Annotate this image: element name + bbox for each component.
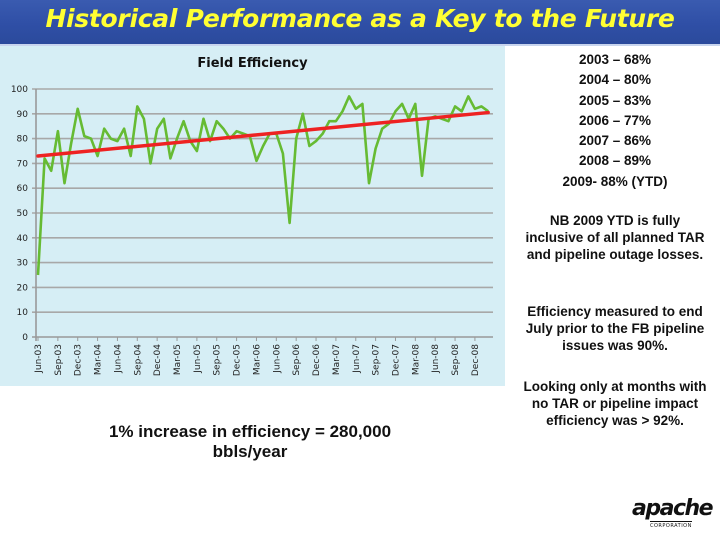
x-tick-label: Dec-07 <box>391 344 401 376</box>
logo-subtext: CORPORATION <box>650 521 692 529</box>
x-tick-label: Sep-05 <box>213 344 223 376</box>
x-tick-label: Jun-08 <box>431 344 441 374</box>
year-item: 2003 – 68% <box>578 52 652 67</box>
y-tick-label: 100 <box>11 85 28 95</box>
chart-container: Field Efficiency 0 10 20 30 40 50 60 70 80 90 100 J… <box>0 46 505 386</box>
trend-line <box>36 110 490 158</box>
year-item: 2009- 88% (YTD) <box>562 173 668 189</box>
logo-text: apache <box>632 496 714 521</box>
x-tick-label: Dec-03 <box>74 344 84 376</box>
y-tick-label: 60 <box>17 184 29 194</box>
y-tick-label: 50 <box>17 209 29 219</box>
note-july-efficiency: Efficiency measured to end July prior to… <box>525 304 705 353</box>
x-tick-label: Jun-06 <box>272 344 282 374</box>
note-tar-inclusive: NB 2009 YTD is fully inclusive of all pl… <box>525 213 705 262</box>
x-tick-label: Jun-03 <box>34 344 44 374</box>
x-tick-label: Dec-05 <box>233 344 243 376</box>
y-tick-label: 40 <box>17 234 29 244</box>
y-tick-label: 80 <box>17 135 29 145</box>
x-tick-label: Mar-05 <box>173 344 183 375</box>
apache-logo: apache CORPORATION <box>628 496 714 532</box>
yearly-efficiency-list: 2003 – 68% 2004 – 80% 2005 – 83% 2006 – … <box>510 50 720 192</box>
x-tick-label: Sep-03 <box>54 344 64 376</box>
x-tick-label: Jun-05 <box>193 344 203 374</box>
x-tick-label: Mar-04 <box>94 344 104 375</box>
y-tick-label: 30 <box>17 259 29 269</box>
x-tick-label: Jun-07 <box>352 344 362 374</box>
year-item: 2004 – 80% <box>578 72 652 88</box>
year-item: 2005 – 83% <box>578 92 652 108</box>
y-tick-label: 10 <box>17 308 29 318</box>
x-tick-label: Mar-07 <box>332 344 342 375</box>
y-tick-label: 90 <box>17 110 29 120</box>
year-item: 2008 – 89% <box>578 153 652 169</box>
x-tick-label: Dec-06 <box>312 344 322 376</box>
chart-title: Field Efficiency <box>197 56 308 71</box>
x-tick-label: Dec-08 <box>471 344 481 376</box>
year-item: 2007 – 86% <box>578 133 652 149</box>
efficiency-line <box>36 95 489 276</box>
field-efficiency-chart: 0 10 20 30 40 50 60 70 80 90 100 Jun-03 Sep-03 Dec-03… <box>11 85 493 376</box>
x-tick-label: Dec-04 <box>153 344 163 376</box>
x-tick-label: Mar-08 <box>411 344 421 375</box>
x-tick-label: Sep-08 <box>451 344 461 376</box>
note-no-tar-efficiency: Looking only at months with no TAR or pi… <box>523 379 707 428</box>
x-tick-label: Mar-06 <box>252 344 262 375</box>
year-item: 2006 – 77% <box>578 112 652 128</box>
x-tick-label: Sep-04 <box>133 344 143 376</box>
slide-title: Historical Performance as a Key to the F… <box>45 4 675 33</box>
x-tick-label: Sep-06 <box>292 344 302 376</box>
y-tick-label: 20 <box>17 283 29 293</box>
y-tick-label: 0 <box>22 333 28 343</box>
efficiency-summary: 1% increase in efficiency = 280,000 bbls… <box>108 422 392 461</box>
x-tick-label: Sep-07 <box>372 344 382 376</box>
y-tick-label: 70 <box>17 159 29 169</box>
x-tick-label: Jun-04 <box>113 344 123 374</box>
title-banner: Historical Performance as a Key to the F… <box>0 0 720 46</box>
